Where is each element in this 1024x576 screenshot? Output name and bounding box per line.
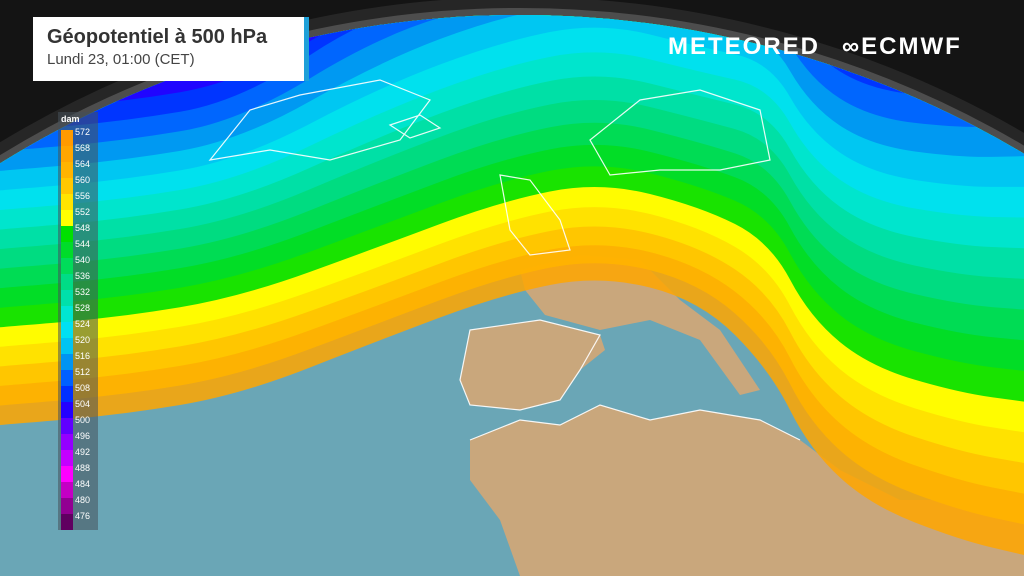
title-panel: Géopotentiel à 500 hPa Lundi 23, 01:00 (…: [33, 17, 309, 81]
legend-swatch: [61, 466, 73, 483]
legend-label: 568: [75, 143, 91, 153]
legend-swatch: [61, 338, 73, 355]
legend-swatch: [61, 370, 73, 387]
legend-label: 548: [75, 223, 91, 233]
legend-label: 496: [75, 431, 91, 441]
legend-label: 492: [75, 447, 91, 457]
land-iberia: [460, 320, 605, 410]
legend-item: 568: [61, 143, 97, 163]
legend-item: 556: [61, 191, 97, 211]
legend-item: 532: [61, 287, 97, 307]
legend-swatch: [61, 210, 73, 227]
legend-item: 536: [61, 271, 97, 291]
legend-label: 572: [75, 127, 91, 137]
legend-swatch: [61, 434, 73, 451]
legend-item: 508: [61, 383, 97, 403]
legend-swatch: [61, 450, 73, 467]
legend-item: 552: [61, 207, 97, 227]
legend-swatch: [61, 130, 73, 147]
land-africa: [470, 405, 1024, 576]
legend-label: 564: [75, 159, 91, 169]
legend-swatch: [61, 290, 73, 307]
map-title: Géopotentiel à 500 hPa: [47, 26, 268, 48]
legend-item: 516: [61, 351, 97, 371]
legend-item: 492: [61, 447, 97, 467]
legend-swatch: [61, 322, 73, 339]
legend-label: 528: [75, 303, 91, 313]
legend-item: 500: [61, 415, 97, 435]
legend-item: 512: [61, 367, 97, 387]
coastlines: [208, 79, 801, 441]
legend-swatch: [61, 194, 73, 211]
legend-item: 524: [61, 319, 97, 339]
legend-item: 504: [61, 399, 97, 419]
legend-label: 536: [75, 271, 91, 281]
legend-swatch: [61, 178, 73, 195]
legend-item: 572: [61, 127, 97, 147]
legend-swatch: [61, 402, 73, 419]
legend-item: 480: [61, 495, 97, 515]
legend-label: 512: [75, 367, 91, 377]
legend-swatch: [61, 498, 73, 515]
legend-item: 528: [61, 303, 97, 323]
legend-item: 544: [61, 239, 97, 259]
ecmwf-symbol-icon: ∞: [842, 33, 862, 60]
legend-unit: dam: [61, 114, 80, 124]
legend-label: 504: [75, 399, 91, 409]
legend-item: 560: [61, 175, 97, 195]
legend-swatch: [61, 146, 73, 163]
legend-label: 516: [75, 351, 91, 361]
legend-swatch: [61, 386, 73, 403]
legend-label: 556: [75, 191, 91, 201]
legend-item: 484: [61, 479, 97, 499]
legend-label: 488: [75, 463, 91, 473]
legend-label: 532: [75, 287, 91, 297]
legend-label: 540: [75, 255, 91, 265]
legend-item: 488: [61, 463, 97, 483]
legend-swatch: [61, 274, 73, 291]
legend-item: 564: [61, 159, 97, 179]
legend-label: 500: [75, 415, 91, 425]
legend-label: 544: [75, 239, 91, 249]
legend-swatch: [61, 258, 73, 275]
legend-swatch: [61, 226, 73, 243]
legend-label: 476: [75, 511, 91, 521]
legend-item: 540: [61, 255, 97, 275]
legend-swatch: [61, 242, 73, 259]
legend-item: 496: [61, 431, 97, 451]
legend-swatch: [61, 482, 73, 499]
legend-swatch: [61, 354, 73, 371]
land-france-italy: [520, 255, 760, 395]
legend-swatch: [61, 514, 73, 531]
map-timestamp: Lundi 23, 01:00 (CET): [47, 51, 195, 68]
legend-swatch: [61, 306, 73, 323]
legend-label: 480: [75, 495, 91, 505]
legend-item: 548: [61, 223, 97, 243]
meteored-logo: METEORED: [668, 33, 821, 60]
legend-label: 524: [75, 319, 91, 329]
legend-label: 560: [75, 175, 91, 185]
legend-label: 508: [75, 383, 91, 393]
legend-label: 484: [75, 479, 91, 489]
legend-swatch: [61, 162, 73, 179]
legend-swatch: [61, 418, 73, 435]
ecmwf-logo: ∞ECMWF: [842, 33, 962, 60]
legend-item: 520: [61, 335, 97, 355]
color-legend: dam 572 568 564 560 556 552 548 544 540 536 532 528…: [58, 112, 98, 531]
legend-item: 476: [61, 511, 97, 531]
legend-label: 520: [75, 335, 91, 345]
legend-label: 552: [75, 207, 91, 217]
